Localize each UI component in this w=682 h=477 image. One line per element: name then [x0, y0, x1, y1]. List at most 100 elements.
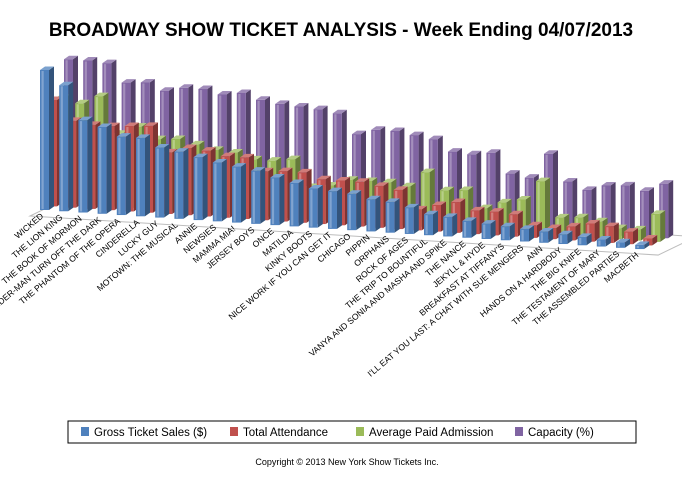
- bar-side-face: [629, 181, 635, 236]
- bar-top-face: [179, 84, 194, 88]
- bar-front-face: [620, 185, 630, 236]
- bar-side-face: [337, 187, 342, 229]
- bar-highlight: [329, 192, 332, 228]
- bar-top-face: [659, 180, 674, 184]
- bar-highlight: [233, 167, 236, 222]
- bar-total-attendance-the-assembled-parties: [624, 228, 638, 245]
- bar-side-face: [260, 167, 266, 224]
- bar-side-face: [87, 116, 93, 213]
- bar-highlight: [79, 121, 83, 212]
- bar-top-face: [555, 213, 570, 218]
- bar-top-face: [313, 105, 328, 110]
- bar-front-face: [352, 134, 361, 219]
- bar-gross-ticket-sales-breakfast-at-tiffany-s: [500, 222, 515, 241]
- bar-top-face: [635, 241, 650, 245]
- bar-gross-ticket-sales-mamma-mia: [232, 163, 246, 223]
- bar-gross-ticket-sales-lucky-guy: [155, 144, 170, 218]
- bar-highlight: [118, 137, 121, 215]
- bar-gross-ticket-sales-the-trip-to-bountiful: [424, 210, 438, 236]
- bar-front-face: [97, 126, 107, 214]
- bar-top-face: [601, 181, 616, 186]
- bar-highlight: [411, 136, 414, 221]
- bar-front-face: [193, 157, 203, 221]
- bar-gross-ticket-sales-wicked: [40, 66, 54, 210]
- bar-highlight: [537, 182, 540, 234]
- bar-highlight: [271, 178, 275, 225]
- bar-front-face: [596, 239, 606, 247]
- bar-top-face: [352, 130, 366, 135]
- bar-gross-ticket-sales-the-big-knife: [577, 233, 592, 246]
- bar-top-face: [577, 233, 592, 237]
- bar-front-face: [536, 181, 545, 235]
- bar-top-face: [420, 168, 435, 173]
- bar-top-face: [520, 225, 534, 229]
- bar-top-face: [401, 182, 416, 187]
- bar-front-face: [624, 231, 633, 245]
- copyright-text: Copyright © 2013 New York Show Tickets I…: [255, 457, 438, 467]
- bar-side-face: [375, 195, 381, 232]
- bar-average-paid-admission-i-ll-eat-you-last-a-chat-with-sue-mengers: [536, 177, 550, 235]
- bar-top-face: [121, 79, 136, 83]
- bar-front-face: [500, 226, 510, 241]
- bar-front-face: [366, 199, 376, 232]
- bar-top-face: [624, 228, 638, 232]
- bar-top-face: [171, 135, 186, 139]
- bar-top-face: [116, 133, 131, 137]
- bar-gross-ticket-sales-the-assembled-parties: [616, 238, 630, 248]
- bar-highlight: [422, 173, 425, 226]
- bar-front-face: [486, 152, 496, 227]
- bar-front-face: [328, 191, 337, 229]
- bar-top-face: [182, 144, 197, 149]
- bar-gross-ticket-sales-chicago: [347, 190, 362, 231]
- bar-top-face: [294, 103, 309, 107]
- bar-top-face: [355, 178, 370, 182]
- bar-top-face: [428, 135, 443, 140]
- bar-top-face: [651, 210, 666, 214]
- bar-top-face: [278, 167, 293, 172]
- bar-gross-ticket-sales-motown-the-musical: [174, 148, 189, 219]
- bar-top-face: [212, 159, 227, 163]
- bar-top-face: [566, 222, 581, 227]
- bar-front-face: [462, 220, 472, 238]
- bar-front-face: [481, 223, 491, 239]
- bar-front-face: [420, 172, 430, 227]
- bar-side-face: [641, 225, 646, 241]
- category-label-the-testament-of-mary: THE TESTAMENT OF MARY: [510, 247, 602, 327]
- series-gross-ticket-sales: [40, 66, 650, 250]
- bar-top-face: [432, 201, 446, 205]
- legend-item-average-paid-admission: Average Paid Admission: [356, 427, 493, 439]
- bar-front-face: [409, 135, 419, 222]
- bar-top-face: [390, 127, 405, 132]
- bar-highlight: [502, 227, 505, 240]
- bar-top-face: [596, 236, 611, 240]
- bar-average-paid-admission-macbeth: [651, 210, 666, 242]
- bar-top-face: [64, 55, 78, 60]
- bar-side-face: [529, 225, 534, 242]
- bar-gross-ticket-sales-newsies: [212, 159, 227, 222]
- bar-side-face: [241, 163, 246, 223]
- bar-top-face: [505, 170, 520, 174]
- legend-box: [67, 420, 637, 444]
- bars-layer: [40, 55, 674, 250]
- bar-highlight: [622, 186, 625, 235]
- bar-front-face: [371, 129, 381, 220]
- bar-front-face: [651, 213, 661, 242]
- legend-swatch: [81, 427, 89, 436]
- bar-side-face: [545, 177, 550, 235]
- bar-gross-ticket-sales-macbeth: [635, 241, 650, 250]
- bar-top-face: [236, 89, 251, 93]
- bar-highlight: [463, 221, 467, 237]
- bar-top-face: [385, 198, 400, 202]
- bar-top-face: [366, 195, 381, 200]
- bar-top-face: [544, 150, 558, 154]
- bar-top-face: [193, 153, 208, 158]
- bar-top-face: [328, 187, 342, 192]
- bar-side-face: [183, 148, 189, 219]
- bar-front-face: [308, 188, 318, 228]
- bar-top-face: [144, 122, 158, 126]
- bar-front-face: [582, 189, 592, 234]
- bar-side-face: [49, 66, 54, 210]
- bar-highlight: [387, 202, 390, 232]
